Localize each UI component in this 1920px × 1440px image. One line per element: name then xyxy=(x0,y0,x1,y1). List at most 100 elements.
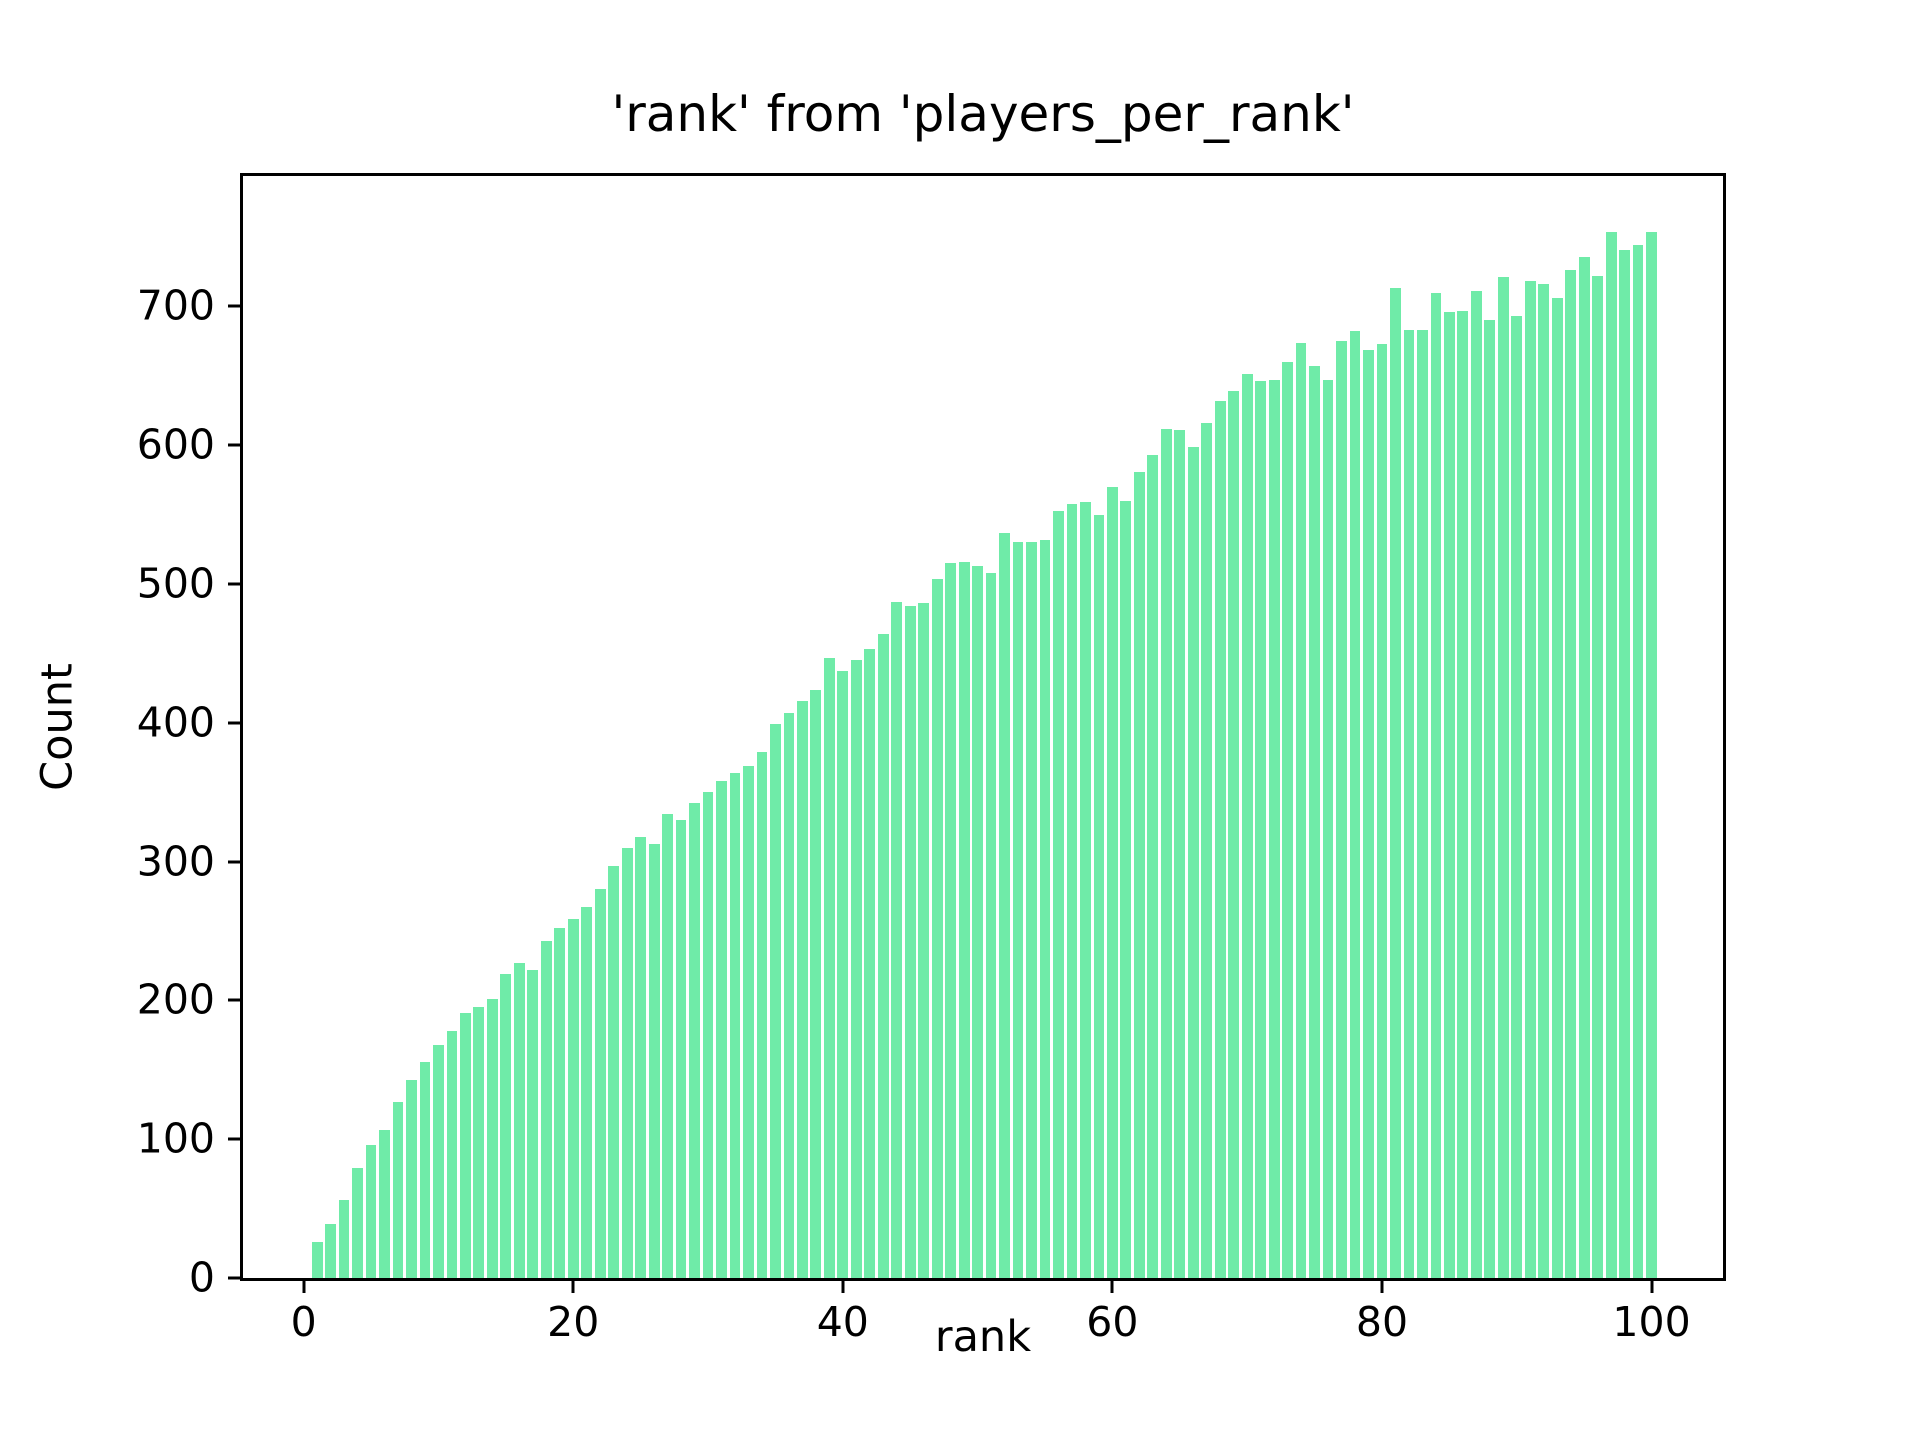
y-tick-mark xyxy=(228,582,243,586)
bar xyxy=(1578,256,1590,1278)
bar xyxy=(1309,366,1320,1278)
bar xyxy=(338,1200,350,1278)
bar xyxy=(352,1168,363,1278)
bar xyxy=(770,724,781,1278)
bar xyxy=(1592,275,1604,1278)
bar xyxy=(392,1101,404,1278)
bar xyxy=(1443,312,1455,1278)
bar xyxy=(1349,331,1361,1278)
x-axis-label: rank xyxy=(934,1312,1032,1362)
bar xyxy=(1565,270,1577,1278)
bar xyxy=(999,532,1010,1278)
bar xyxy=(1295,342,1307,1278)
bar xyxy=(1214,400,1226,1278)
bar xyxy=(1053,510,1064,1278)
y-tick-mark xyxy=(228,443,243,447)
x-tick-label: 20 xyxy=(547,1298,600,1346)
bar xyxy=(891,602,903,1278)
bar xyxy=(675,820,687,1278)
y-tick-mark xyxy=(228,1137,243,1141)
bar xyxy=(1268,380,1280,1278)
x-tick-mark xyxy=(302,1278,306,1293)
bar xyxy=(972,566,983,1278)
x-tick-label: 100 xyxy=(1612,1298,1691,1346)
bar xyxy=(756,751,768,1278)
bar xyxy=(1551,298,1563,1278)
chart-title: 'rank' from 'players_per_rank' xyxy=(611,85,1355,143)
bar xyxy=(1039,539,1051,1278)
bar xyxy=(716,781,727,1278)
y-tick-label: 400 xyxy=(136,698,215,747)
bar xyxy=(837,671,849,1278)
bar xyxy=(1497,277,1509,1278)
x-tick-mark xyxy=(841,1278,845,1293)
x-tick-label: 0 xyxy=(290,1298,317,1346)
bar xyxy=(594,889,606,1278)
y-tick-label: 0 xyxy=(188,1253,215,1302)
bar xyxy=(446,1030,458,1278)
y-tick-mark xyxy=(228,998,243,1002)
bar xyxy=(1012,542,1024,1278)
x-tick-mark xyxy=(1380,1278,1384,1293)
bar xyxy=(527,969,539,1278)
bar xyxy=(581,907,593,1278)
y-tick-label: 100 xyxy=(136,1114,215,1163)
bar xyxy=(513,962,525,1278)
bar xyxy=(1241,374,1253,1278)
y-tick-label: 500 xyxy=(136,559,215,608)
bar xyxy=(1174,430,1186,1278)
bar xyxy=(1093,514,1105,1278)
x-tick-mark xyxy=(1650,1278,1654,1293)
bar xyxy=(810,689,822,1278)
y-tick-label: 600 xyxy=(136,420,215,469)
bar xyxy=(419,1061,431,1278)
bar xyxy=(621,847,633,1278)
bar xyxy=(823,657,835,1278)
x-tick-label: 40 xyxy=(816,1298,869,1346)
bar xyxy=(1417,330,1428,1278)
bar xyxy=(567,918,579,1278)
bar xyxy=(1511,316,1523,1278)
bar xyxy=(1524,281,1536,1278)
bar xyxy=(1430,292,1442,1278)
y-tick-label: 300 xyxy=(136,837,215,886)
bar xyxy=(1187,446,1199,1278)
bar xyxy=(365,1144,377,1278)
bar xyxy=(460,1012,471,1278)
bar xyxy=(486,999,498,1278)
bar xyxy=(1066,503,1078,1278)
bar xyxy=(1107,486,1118,1278)
bar xyxy=(1619,249,1630,1278)
bar xyxy=(406,1079,417,1278)
bar xyxy=(904,606,916,1278)
bar xyxy=(1605,231,1617,1278)
bar xyxy=(1632,245,1644,1278)
bar xyxy=(1133,471,1145,1278)
bar xyxy=(1255,381,1267,1278)
bar xyxy=(662,814,673,1278)
bar xyxy=(1336,341,1347,1278)
bar xyxy=(783,713,795,1278)
y-tick-mark xyxy=(228,860,243,864)
bar xyxy=(554,928,566,1278)
bar xyxy=(1403,330,1415,1278)
bar xyxy=(985,572,997,1278)
bar xyxy=(1538,284,1550,1278)
bar xyxy=(729,772,741,1278)
bar xyxy=(311,1241,323,1278)
bar xyxy=(1080,502,1091,1278)
bar xyxy=(931,578,943,1278)
bar xyxy=(796,700,808,1278)
bar xyxy=(1470,291,1482,1278)
bar xyxy=(743,765,754,1278)
bar xyxy=(1282,361,1294,1278)
bar xyxy=(540,940,552,1278)
y-tick-label: 200 xyxy=(136,975,215,1024)
x-tick-mark xyxy=(1110,1278,1114,1293)
bar xyxy=(608,865,620,1278)
bar xyxy=(1026,542,1037,1278)
bar xyxy=(1457,310,1469,1278)
bar xyxy=(473,1007,485,1278)
bar xyxy=(1147,454,1159,1278)
